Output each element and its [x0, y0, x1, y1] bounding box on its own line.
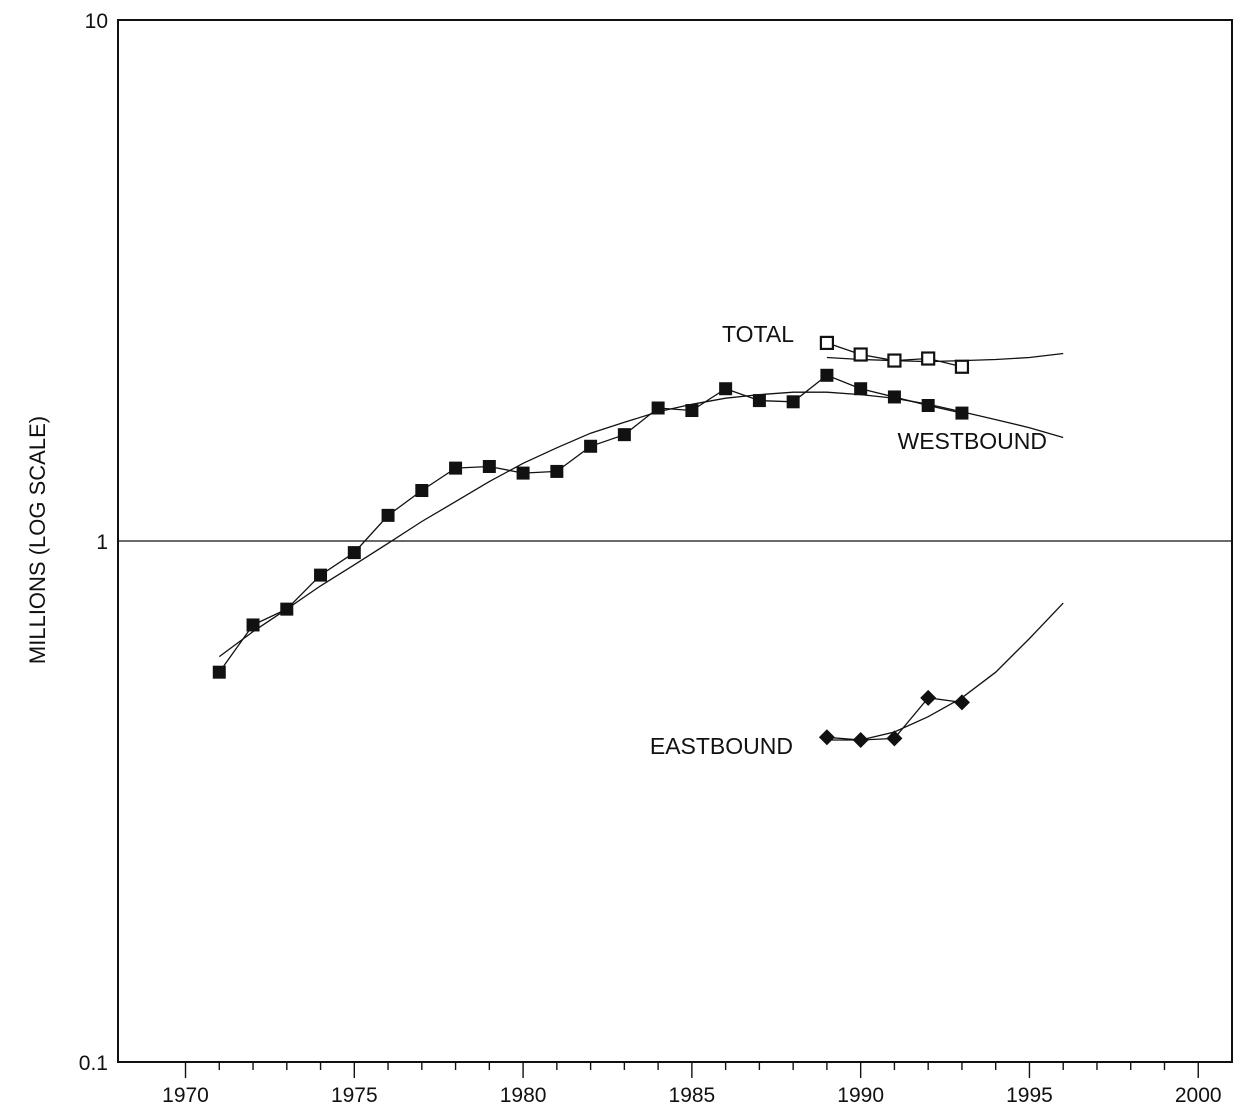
westbound-point	[550, 464, 564, 478]
total-label: TOTAL	[722, 321, 794, 347]
eastbound-point	[852, 731, 869, 748]
x-tick-label: 1990	[837, 1084, 884, 1107]
westbound-label: WESTBOUND	[898, 428, 1048, 454]
y-tick-label: 10	[85, 10, 108, 33]
eastbound-point	[953, 694, 970, 711]
eastbound-label: EASTBOUND	[650, 733, 793, 759]
westbound-point	[820, 368, 834, 382]
y-axis-title: MILLIONS (LOG SCALE)	[25, 416, 50, 664]
total-point	[853, 347, 868, 362]
westbound-point	[449, 461, 463, 475]
westbound-point	[719, 382, 733, 396]
westbound-point	[921, 399, 935, 413]
total-point	[887, 353, 902, 368]
westbound-point	[314, 568, 328, 582]
total-point	[819, 335, 835, 351]
westbound-point	[651, 401, 665, 415]
westbound-point	[246, 618, 260, 632]
y-tick-label: 1	[96, 531, 108, 554]
westbound-point	[584, 439, 598, 453]
x-tick-label: 2000	[1175, 1084, 1222, 1107]
westbound-point	[786, 395, 800, 409]
eastbound-series	[818, 602, 1064, 748]
eastbound-trend-line	[826, 602, 1064, 741]
westbound-point	[854, 382, 868, 396]
x-tick-label: 1975	[331, 1084, 378, 1107]
eastbound-point	[920, 689, 937, 706]
westbound-series	[212, 368, 1064, 679]
total-point	[921, 351, 936, 366]
total-point	[954, 359, 970, 374]
x-tick-label: 1985	[669, 1084, 716, 1107]
westbound-data-line	[218, 374, 963, 673]
eastbound-point	[818, 729, 835, 746]
westbound-point	[347, 546, 361, 560]
westbound-point	[516, 466, 530, 480]
westbound-point	[955, 406, 969, 420]
total-series	[819, 335, 1064, 374]
eastbound-point	[886, 730, 903, 747]
westbound-point	[752, 394, 766, 408]
x-tick-label: 1970	[162, 1084, 209, 1107]
westbound-point	[415, 484, 429, 498]
y-tick-label: 0.1	[79, 1052, 108, 1075]
westbound-point	[685, 404, 699, 418]
westbound-point	[617, 428, 631, 442]
x-tick-label: 1995	[1006, 1084, 1053, 1107]
westbound-point	[280, 602, 294, 616]
westbound-point	[482, 459, 496, 473]
x-tick-label: 1980	[500, 1084, 547, 1107]
westbound-point	[212, 665, 226, 679]
westbound-point	[887, 390, 901, 404]
westbound-point	[381, 508, 395, 522]
